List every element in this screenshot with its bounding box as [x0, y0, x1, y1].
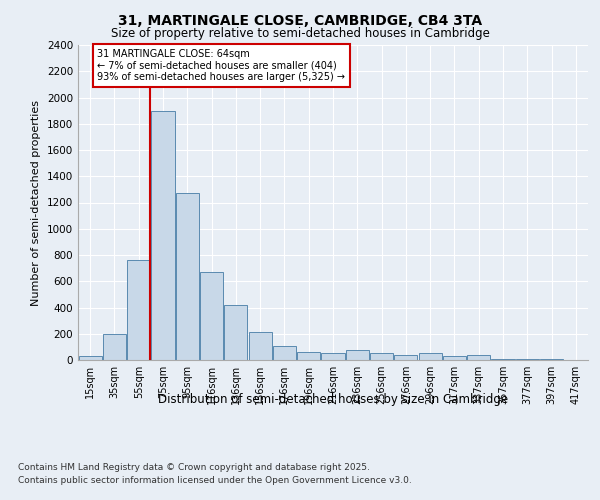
Bar — [443, 356, 466, 360]
Text: Contains public sector information licensed under the Open Government Licence v3: Contains public sector information licen… — [18, 476, 412, 485]
Text: Size of property relative to semi-detached houses in Cambridge: Size of property relative to semi-detach… — [110, 28, 490, 40]
Bar — [370, 354, 393, 360]
Bar — [322, 354, 344, 360]
Bar — [176, 194, 199, 360]
Bar — [297, 352, 320, 360]
Bar — [516, 358, 539, 360]
Bar — [151, 110, 175, 360]
Bar — [200, 272, 223, 360]
Text: 31, MARTINGALE CLOSE, CAMBRIDGE, CB4 3TA: 31, MARTINGALE CLOSE, CAMBRIDGE, CB4 3TA — [118, 14, 482, 28]
Bar — [346, 350, 369, 360]
Bar — [467, 355, 490, 360]
Bar — [103, 334, 126, 360]
Text: Distribution of semi-detached houses by size in Cambridge: Distribution of semi-detached houses by … — [158, 392, 508, 406]
Bar — [419, 354, 442, 360]
Bar — [273, 346, 296, 360]
Bar — [127, 260, 150, 360]
Bar — [248, 332, 272, 360]
Text: Contains HM Land Registry data © Crown copyright and database right 2025.: Contains HM Land Registry data © Crown c… — [18, 462, 370, 471]
Bar — [79, 356, 101, 360]
Bar — [224, 305, 247, 360]
Bar — [491, 358, 515, 360]
Text: 31 MARTINGALE CLOSE: 64sqm
← 7% of semi-detached houses are smaller (404)
93% of: 31 MARTINGALE CLOSE: 64sqm ← 7% of semi-… — [97, 49, 346, 82]
Bar — [394, 355, 418, 360]
Y-axis label: Number of semi-detached properties: Number of semi-detached properties — [31, 100, 41, 306]
